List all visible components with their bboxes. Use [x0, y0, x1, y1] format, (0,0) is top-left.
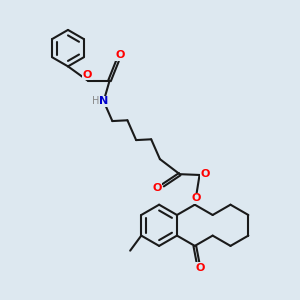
Text: O: O: [83, 70, 92, 80]
Text: O: O: [152, 183, 162, 193]
Text: O: O: [200, 169, 210, 179]
Text: O: O: [196, 263, 205, 273]
Text: O: O: [116, 50, 125, 60]
Text: O: O: [191, 193, 201, 203]
Text: H: H: [92, 96, 99, 106]
Text: N: N: [99, 96, 108, 106]
